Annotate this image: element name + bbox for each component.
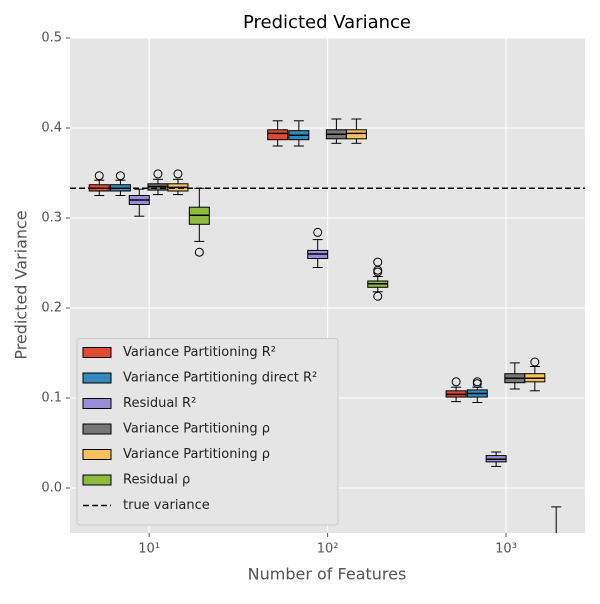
flier [530,357,540,367]
legend-frame [76,338,339,526]
y-tick-label: 0.1 [41,391,62,406]
y-tick-label: 0.3 [41,211,62,226]
box [267,129,289,141]
y-axis-label: Predicted Variance [12,210,31,359]
legend-label: Variance Partitioning R² [123,345,276,360]
legend-label: Residual R² [123,396,196,411]
legend-swatch [82,474,112,486]
flier [373,267,383,277]
y-tick-label: 0.0 [41,481,62,496]
legend-swatch [82,423,112,435]
grid: 0.0 0.1 0.2 0.3 0.4 0.5 10¹ 10² 10³ [41,31,585,557]
box [345,129,367,140]
chart-title: Predicted Variance [243,12,411,33]
legend-label: Variance Partitioning ρ [123,422,270,437]
y-tick-label: 0.4 [41,121,62,136]
flier [451,377,461,387]
flier [373,291,383,301]
legend-swatch [82,449,112,460]
legend-swatch [82,372,112,384]
legend-swatch [82,347,112,358]
y-tick-label: 0.2 [41,301,62,316]
flier [94,171,104,181]
legend-swatch [82,398,112,409]
legend-label: Variance Partitioning ρ [123,447,270,462]
x-tick-label: 10² [317,542,339,557]
x-tick-label: 10¹ [138,542,160,557]
y-tick-label: 0.5 [41,31,62,46]
flier [313,227,323,237]
legend-label: Residual ρ [123,473,190,488]
legend-label: true variance [123,498,210,513]
flier [173,169,183,179]
legend-label: Variance Partitioning direct R² [123,371,317,386]
x-tick-label: 10³ [495,542,517,557]
box [546,560,566,578]
flier [194,247,204,257]
x-axis-label: Number of Features [248,565,407,584]
flier [153,169,163,179]
legend: Variance Partitioning R² Variance Partiti… [76,338,339,526]
flier [472,379,482,389]
plot [70,118,585,578]
flier [115,171,125,181]
